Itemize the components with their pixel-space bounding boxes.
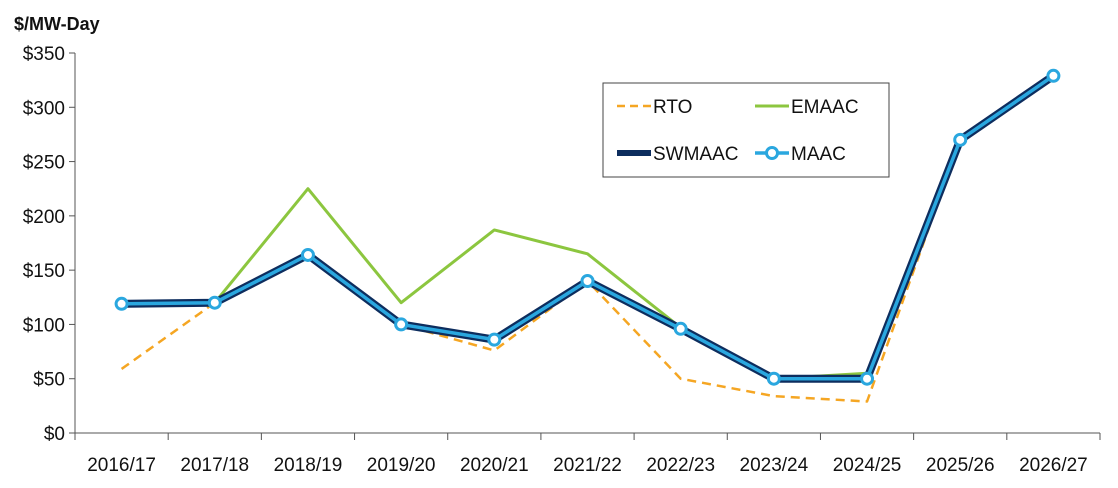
- axes: $0 $50 $100 $150 $200 $250 $300 $350 2016/17 2017…: [23, 44, 1101, 476]
- series-line-emaac: [121, 74, 1055, 381]
- series-point-maac: [766, 371, 781, 386]
- series-point-maac: [487, 332, 502, 347]
- legend-box: [602, 82, 890, 178]
- plot-area: [114, 68, 1061, 403]
- y-tick-label: $250: [23, 153, 65, 174]
- legend: RTO EMAAC SWMAAC MAAC: [602, 82, 890, 178]
- series-point-maac: [580, 274, 595, 288]
- x-tick-label: 2025/26: [926, 455, 995, 476]
- series-point-maac: [1046, 68, 1061, 83]
- x-tick-label: 2020/21: [460, 455, 529, 476]
- x-tick-label: 2016/17: [87, 455, 156, 476]
- series-point-maac: [300, 247, 315, 262]
- series-line-maac: [119, 74, 1056, 381]
- legend-label-rto: RTO: [653, 97, 692, 118]
- y-axis-unit-label: $/MW-Day: [14, 14, 100, 34]
- x-tick-label: 2018/19: [274, 455, 343, 476]
- x-tick-label: 2023/24: [740, 455, 809, 476]
- series-point-maac: [673, 321, 688, 336]
- series-point-maac: [953, 132, 968, 147]
- legend-label-swmaac: SWMAAC: [653, 144, 739, 165]
- x-tick-label: 2019/20: [367, 455, 436, 476]
- y-tick-label: $350: [23, 44, 65, 65]
- x-tick-label: 2022/23: [646, 455, 715, 476]
- y-tick-label: $50: [33, 370, 65, 391]
- legend-marker-maac: [765, 146, 779, 160]
- legend-label-emaac: EMAAC: [791, 97, 859, 118]
- y-tick-label: $100: [23, 315, 65, 336]
- series-point-maac: [394, 317, 409, 332]
- x-tick-label: 2026/27: [1019, 455, 1088, 476]
- x-tick-label: 2024/25: [833, 455, 902, 476]
- x-tick-label: 2021/22: [553, 455, 622, 476]
- y-tick-label: $150: [23, 261, 65, 282]
- y-tick-label: $0: [44, 424, 65, 445]
- series-point-maac: [860, 371, 875, 386]
- y-tick-label: $300: [23, 98, 65, 119]
- series-line-rto: [120, 74, 1055, 403]
- legend-label-maac: MAAC: [791, 144, 846, 165]
- y-tick-label: $200: [23, 207, 65, 228]
- series-line-swmaac: [117, 71, 1058, 383]
- series-point-maac: [114, 296, 129, 311]
- x-tick-label: 2017/18: [180, 455, 249, 476]
- series-point-maac: [207, 295, 222, 310]
